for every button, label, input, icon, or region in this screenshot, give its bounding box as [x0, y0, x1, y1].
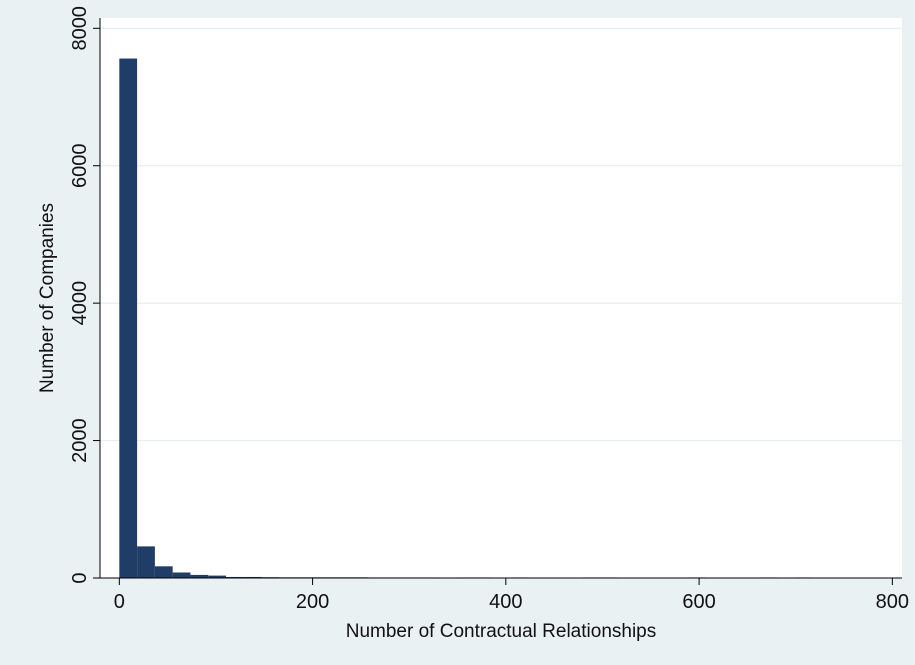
x-axis-ticks: 0 200 400 600 800: [114, 578, 909, 613]
plot-area: [100, 18, 902, 578]
histogram-bar-4: [190, 574, 209, 578]
histogram-bar-0: [119, 58, 138, 579]
histogram-bar-5: [208, 575, 227, 578]
histogram-bar-3: [172, 572, 191, 578]
x-tick-label-200: 200: [296, 591, 329, 613]
histogram-bar-2: [154, 566, 173, 578]
histogram-bar-1: [137, 546, 155, 578]
y-tick-label-8000: 8000: [69, 6, 91, 51]
y-tick-label-4000: 4000: [69, 281, 91, 326]
y-tick-label-0: 0: [69, 572, 91, 583]
x-axis-title: Number of Contractual Relationships: [346, 621, 657, 642]
y-axis-ticks: 0 2000 4000 6000 8000: [69, 6, 100, 584]
y-tick-label-6000: 6000: [69, 143, 91, 188]
x-tick-label-600: 600: [682, 591, 715, 613]
x-tick-label-400: 400: [489, 591, 522, 613]
histogram-bar-7: [243, 576, 262, 578]
gridlines: [100, 27, 902, 442]
histogram-bar-6: [226, 576, 244, 578]
x-tick-label-0: 0: [114, 591, 125, 613]
y-axis-title: Number of Companies: [37, 203, 58, 393]
x-tick-label-800: 800: [876, 591, 909, 613]
y-tick-label-2000: 2000: [69, 418, 91, 463]
